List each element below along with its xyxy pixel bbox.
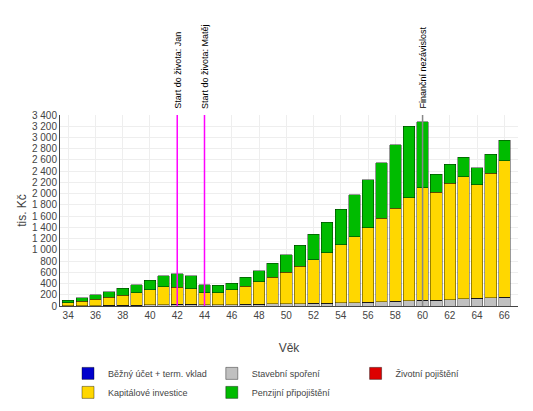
svg-text:Finanční nezávislost: Finanční nezávislost — [418, 27, 428, 109]
svg-text:2 200: 2 200 — [32, 177, 57, 188]
svg-text:38: 38 — [117, 310, 129, 321]
svg-text:200: 200 — [40, 289, 57, 300]
svg-text:1 800: 1 800 — [32, 199, 57, 210]
svg-text:800: 800 — [40, 256, 57, 267]
svg-text:Stavební spoření: Stavební spoření — [252, 369, 321, 379]
svg-text:64: 64 — [472, 310, 484, 321]
svg-text:40: 40 — [144, 310, 156, 321]
svg-text:tis. Kč: tis. Kč — [15, 194, 29, 227]
svg-text:44: 44 — [199, 310, 211, 321]
svg-text:Věk: Věk — [279, 341, 301, 355]
svg-text:2 000: 2 000 — [32, 188, 57, 199]
svg-text:600: 600 — [40, 267, 57, 278]
svg-text:0: 0 — [51, 301, 57, 312]
svg-text:3 400: 3 400 — [32, 110, 57, 121]
svg-text:50: 50 — [281, 310, 293, 321]
svg-text:66: 66 — [499, 310, 511, 321]
svg-text:42: 42 — [172, 310, 184, 321]
svg-text:34: 34 — [63, 310, 75, 321]
svg-text:54: 54 — [335, 310, 347, 321]
svg-text:Penzijní připojištění: Penzijní připojištění — [252, 388, 331, 398]
svg-text:2 400: 2 400 — [32, 166, 57, 177]
svg-text:3 000: 3 000 — [32, 132, 57, 143]
svg-text:1 000: 1 000 — [32, 244, 57, 255]
svg-text:Běžný účet + term. vklad: Běžný účet + term. vklad — [108, 369, 207, 379]
svg-text:Start do života: Matěj: Start do života: Matěj — [200, 24, 210, 109]
svg-text:58: 58 — [390, 310, 402, 321]
svg-text:Životní pojištění: Životní pojištění — [396, 369, 460, 379]
svg-text:2 800: 2 800 — [32, 143, 57, 154]
svg-text:3 200: 3 200 — [32, 121, 57, 132]
svg-text:36: 36 — [90, 310, 102, 321]
svg-text:Start do života: Jan: Start do života: Jan — [173, 32, 183, 109]
svg-text:56: 56 — [362, 310, 374, 321]
svg-text:46: 46 — [226, 310, 238, 321]
svg-text:62: 62 — [444, 310, 456, 321]
svg-text:48: 48 — [253, 310, 265, 321]
svg-text:1 200: 1 200 — [32, 233, 57, 244]
svg-text:60: 60 — [417, 310, 429, 321]
svg-text:400: 400 — [40, 278, 57, 289]
svg-text:2 600: 2 600 — [32, 154, 57, 165]
svg-text:1 600: 1 600 — [32, 211, 57, 222]
svg-text:1 400: 1 400 — [32, 222, 57, 233]
svg-text:52: 52 — [308, 310, 320, 321]
svg-text:Kapitálové investice: Kapitálové investice — [108, 388, 188, 398]
